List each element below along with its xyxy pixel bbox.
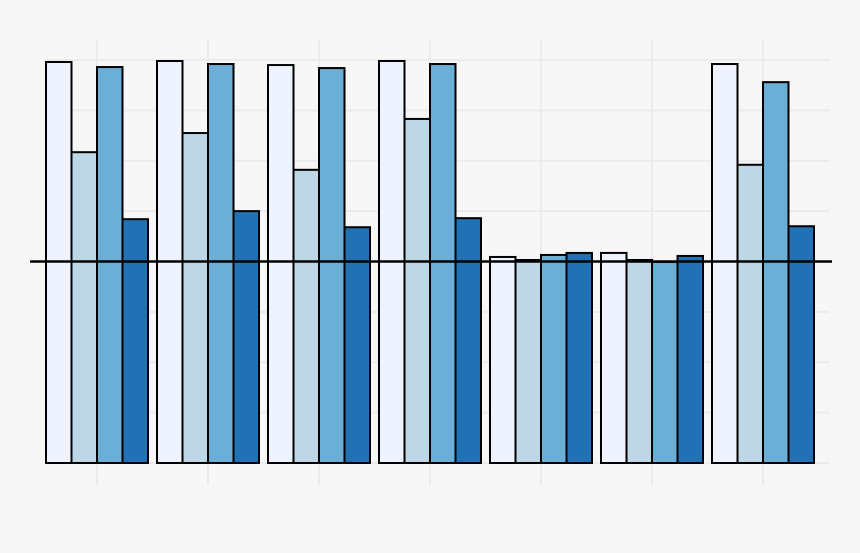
bar (181, 132, 209, 464)
bar (651, 261, 679, 464)
bar (454, 217, 482, 464)
bar (403, 117, 431, 464)
bar (489, 255, 517, 464)
bar (514, 258, 542, 464)
bar (540, 253, 568, 464)
bar (625, 258, 653, 464)
bar (762, 81, 790, 464)
bar (121, 218, 149, 464)
bar (232, 210, 260, 464)
bar (711, 63, 739, 464)
bar (292, 168, 320, 464)
bar (565, 251, 593, 464)
bar (318, 67, 346, 464)
bar (676, 254, 704, 464)
bar (343, 226, 371, 464)
bar (70, 151, 98, 464)
bar (787, 225, 815, 464)
bar (736, 163, 764, 464)
bar (267, 64, 295, 464)
bar (429, 63, 457, 464)
bar (600, 251, 628, 464)
bar (207, 63, 235, 464)
bar (96, 66, 124, 465)
